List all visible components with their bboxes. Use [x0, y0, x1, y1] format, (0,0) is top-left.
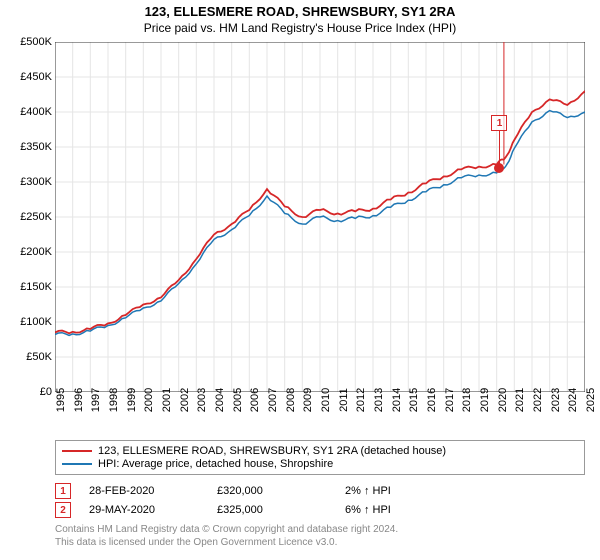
legend-swatch [62, 450, 92, 452]
x-tick-label: 2016 [426, 388, 438, 412]
y-tick-label: £450K [2, 71, 52, 83]
x-tick-label: 2001 [161, 388, 173, 412]
y-tick-label: £100K [2, 316, 52, 328]
transaction-number-box: 2 [55, 502, 71, 518]
transaction-table: 1 28-FEB-2020 £320,000 2% ↑ HPI 2 29-MAY-2020… [55, 480, 585, 521]
footer-line: This data is licensed under the Open Gov… [55, 537, 585, 550]
x-tick-label: 1998 [108, 388, 120, 412]
transaction-price: £320,000 [217, 485, 327, 497]
x-tick-label: 2025 [585, 388, 597, 412]
page-title: 123, ELLESMERE ROAD, SHREWSBURY, SY1 2RA [0, 4, 600, 19]
chart-marker-box: 1 [491, 115, 507, 131]
y-tick-label: £350K [2, 141, 52, 153]
y-tick-label: £0 [2, 386, 52, 398]
transaction-delta: 6% ↑ HPI [345, 504, 455, 516]
x-tick-label: 1995 [55, 388, 67, 412]
x-tick-label: 2021 [514, 388, 526, 412]
x-tick-label: 2015 [408, 388, 420, 412]
x-tick-label: 2003 [196, 388, 208, 412]
x-tick-label: 2011 [338, 388, 350, 412]
x-tick-label: 1996 [73, 388, 85, 412]
legend-swatch [62, 463, 92, 465]
x-tick-label: 2006 [249, 388, 261, 412]
chart-marker-dot [494, 163, 504, 173]
transaction-delta: 2% ↑ HPI [345, 485, 455, 497]
x-tick-label: 2012 [355, 388, 367, 412]
y-tick-label: £250K [2, 211, 52, 223]
x-tick-label: 2013 [373, 388, 385, 412]
transaction-date: 28-FEB-2020 [89, 485, 199, 497]
x-tick-label: 2009 [302, 388, 314, 412]
x-tick-label: 2005 [232, 388, 244, 412]
legend-item: 123, ELLESMERE ROAD, SHREWSBURY, SY1 2RA… [62, 445, 578, 457]
y-tick-label: £500K [2, 36, 52, 48]
page-subtitle: Price paid vs. HM Land Registry's House … [0, 21, 600, 35]
x-tick-label: 2002 [179, 388, 191, 412]
x-tick-label: 2004 [214, 388, 226, 412]
transaction-date: 29-MAY-2020 [89, 504, 199, 516]
x-tick-label: 2010 [320, 388, 332, 412]
chart-svg [55, 42, 585, 392]
price-chart: £0£50K£100K£150K£200K£250K£300K£350K£400… [55, 42, 585, 392]
legend: 123, ELLESMERE ROAD, SHREWSBURY, SY1 2RA… [55, 440, 585, 475]
x-tick-label: 1999 [126, 388, 138, 412]
transaction-row: 1 28-FEB-2020 £320,000 2% ↑ HPI [55, 483, 585, 499]
x-tick-label: 2014 [391, 388, 403, 412]
x-tick-label: 2018 [461, 388, 473, 412]
x-tick-label: 2019 [479, 388, 491, 412]
transaction-price: £325,000 [217, 504, 327, 516]
footer-attribution: Contains HM Land Registry data © Crown c… [55, 524, 585, 549]
legend-item: HPI: Average price, detached house, Shro… [62, 458, 578, 470]
y-tick-label: £400K [2, 106, 52, 118]
x-tick-label: 2020 [497, 388, 509, 412]
x-tick-label: 2017 [444, 388, 456, 412]
y-tick-label: £300K [2, 176, 52, 188]
transaction-row: 2 29-MAY-2020 £325,000 6% ↑ HPI [55, 502, 585, 518]
x-tick-label: 1997 [90, 388, 102, 412]
legend-label: HPI: Average price, detached house, Shro… [98, 458, 333, 470]
y-tick-label: £50K [2, 351, 52, 363]
y-tick-label: £150K [2, 281, 52, 293]
y-tick-label: £200K [2, 246, 52, 258]
transaction-number-box: 1 [55, 483, 71, 499]
x-tick-label: 2024 [567, 388, 579, 412]
footer-line: Contains HM Land Registry data © Crown c… [55, 524, 585, 537]
x-tick-label: 2007 [267, 388, 279, 412]
x-tick-label: 2000 [143, 388, 155, 412]
legend-label: 123, ELLESMERE ROAD, SHREWSBURY, SY1 2RA… [98, 445, 446, 457]
x-tick-label: 2022 [532, 388, 544, 412]
x-tick-label: 2008 [285, 388, 297, 412]
x-tick-label: 2023 [550, 388, 562, 412]
